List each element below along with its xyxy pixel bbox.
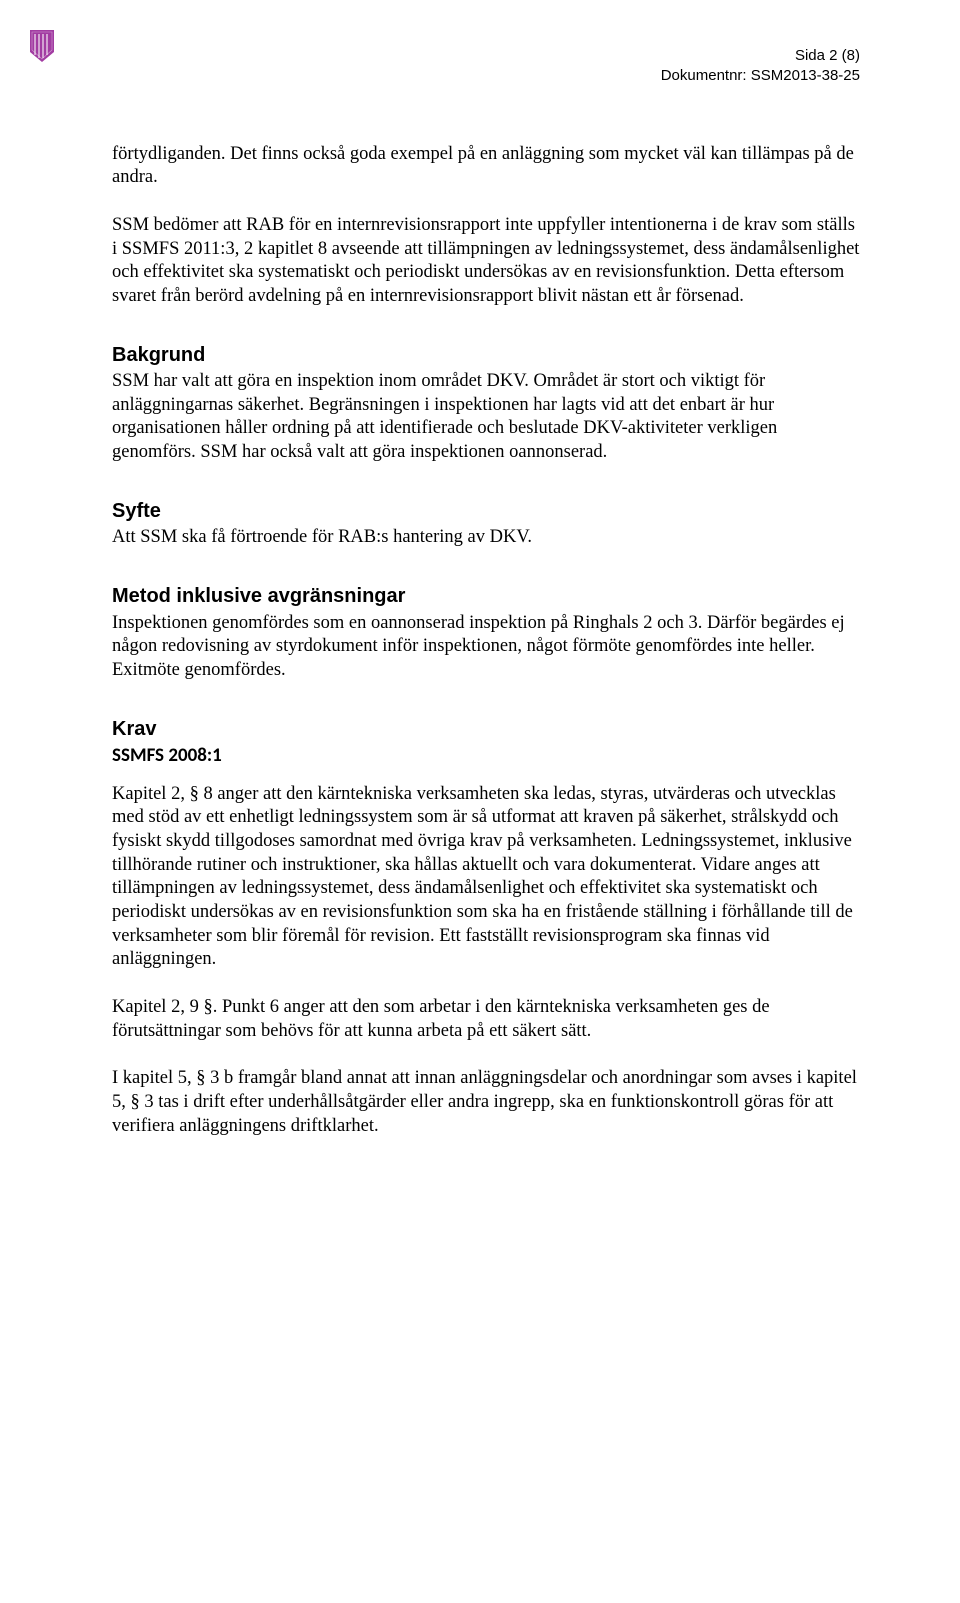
intro-paragraph-2: SSM bedömer att RAB för en internrevisio… bbox=[112, 214, 860, 309]
page-header: Sida 2 (8) Dokumentnr: SSM2013-38-25 bbox=[112, 46, 860, 87]
section-metod: Metod inklusive avgränsningar Inspektion… bbox=[112, 584, 860, 683]
document-number: Dokumentnr: SSM2013-38-25 bbox=[112, 66, 860, 86]
intro-paragraph-1: förtydliganden. Det finns också goda exe… bbox=[112, 143, 860, 190]
krav-paragraph-3: I kapitel 5, § 3 b framgår bland annat a… bbox=[112, 1067, 860, 1138]
section-krav: Krav SSMFS 2008:1 Kapitel 2, § 8 anger a… bbox=[112, 717, 860, 1139]
metod-body: Inspektionen genomfördes som en oannonse… bbox=[112, 612, 860, 683]
subheading-ssmfs: SSMFS 2008:1 bbox=[112, 744, 860, 768]
section-syfte: Syfte Att SSM ska få förtroende för RAB:… bbox=[112, 499, 860, 550]
bakgrund-body: SSM har valt att göra en inspektion inom… bbox=[112, 370, 860, 465]
section-bakgrund: Bakgrund SSM har valt att göra en inspek… bbox=[112, 343, 860, 465]
heading-bakgrund: Bakgrund bbox=[112, 343, 860, 369]
logo-icon bbox=[30, 30, 54, 62]
document-body: förtydliganden. Det finns också goda exe… bbox=[112, 143, 860, 1139]
krav-paragraph-2: Kapitel 2, 9 §. Punkt 6 anger att den so… bbox=[112, 996, 860, 1043]
heading-syfte: Syfte bbox=[112, 499, 860, 525]
krav-paragraph-1: Kapitel 2, § 8 anger att den kärnteknisk… bbox=[112, 783, 860, 972]
page-number: Sida 2 (8) bbox=[112, 46, 860, 66]
heading-krav: Krav bbox=[112, 717, 860, 743]
syfte-body: Att SSM ska få förtroende för RAB:s hant… bbox=[112, 526, 860, 550]
heading-metod: Metod inklusive avgränsningar bbox=[112, 584, 860, 610]
